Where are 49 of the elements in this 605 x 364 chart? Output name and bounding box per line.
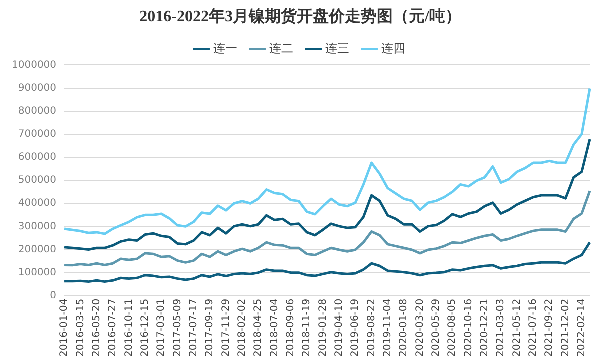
- x-tick-label: 2020-12-21: [480, 298, 490, 358]
- x-tick-label: 2016-05-20: [91, 298, 102, 358]
- x-tick-label: 2016-10-11: [124, 298, 135, 358]
- legend-label: 连三: [326, 41, 350, 56]
- y-tick-label: 100000: [18, 267, 57, 278]
- x-tick-label: 2021-09-22: [544, 298, 556, 358]
- x-tick-label: 2019-11-04: [382, 298, 394, 358]
- x-tick-label: 2016-12-15: [140, 298, 151, 358]
- x-tick-label: 2020-01-08: [398, 298, 410, 358]
- x-tick-label: 2020-08-05: [447, 298, 458, 358]
- x-tick-label: 2020-03-20: [414, 298, 426, 358]
- legend-label: 连一: [214, 41, 238, 56]
- x-tick-label: 2017-11-29: [220, 298, 232, 358]
- x-tick-label: 2018-09-06: [285, 298, 296, 358]
- x-tick-label: 2021-07-16: [528, 298, 540, 358]
- x-tick-label: 2019-08-22: [366, 298, 378, 358]
- x-tick-label: 2021-03-03: [496, 298, 507, 358]
- y-tick-label: 0: [50, 290, 57, 302]
- x-tick-label: 2016-03-15: [75, 298, 86, 358]
- x-tick-label: 2016-01-04: [59, 298, 70, 358]
- x-tick-label: 2019-04-10: [334, 298, 345, 358]
- y-tick-label: 700000: [18, 129, 57, 140]
- x-tick-label: 2022-02-14: [576, 298, 588, 358]
- y-tick-label: 400000: [18, 198, 57, 210]
- x-tick-label: 2018-11-19: [302, 298, 313, 358]
- x-tick-label: 2016-07-27: [108, 298, 119, 358]
- x-tick-label: 2021-12-02: [560, 298, 572, 358]
- legend-label: 连二: [270, 41, 294, 56]
- y-tick-label: 600000: [18, 152, 57, 164]
- x-tick-label: 2018-07-04: [269, 298, 280, 358]
- x-tick-label: 2017-03-01: [156, 298, 168, 358]
- x-tick-label: 2018-02-02: [236, 298, 248, 358]
- x-tick-label: 2021-05-12: [512, 298, 523, 358]
- chart-title: 2016-2022年3月镍期货开盘价走势图（元/吨）: [140, 8, 462, 26]
- x-tick-label: 2017-07-17: [188, 298, 200, 358]
- y-tick-label: 800000: [18, 106, 57, 117]
- legend-label: 连四: [382, 41, 406, 56]
- x-tick-label: 2019-01-28: [318, 298, 329, 358]
- y-tick-label: 200000: [18, 244, 57, 256]
- y-tick-label: 1000000: [12, 60, 57, 71]
- x-tick-label: 2017-05-09: [172, 298, 184, 358]
- x-tick-label: 2020-10-16: [463, 298, 474, 358]
- y-tick-label: 500000: [18, 175, 57, 186]
- y-tick-label: 300000: [18, 221, 57, 232]
- x-tick-label: 2018-04-25: [253, 298, 264, 358]
- y-tick-label: 900000: [18, 82, 57, 94]
- x-tick-label: 2019-06-19: [350, 298, 362, 358]
- x-tick-label: 2017-09-19: [204, 298, 216, 358]
- x-tick-label: 2020-05-29: [430, 298, 442, 358]
